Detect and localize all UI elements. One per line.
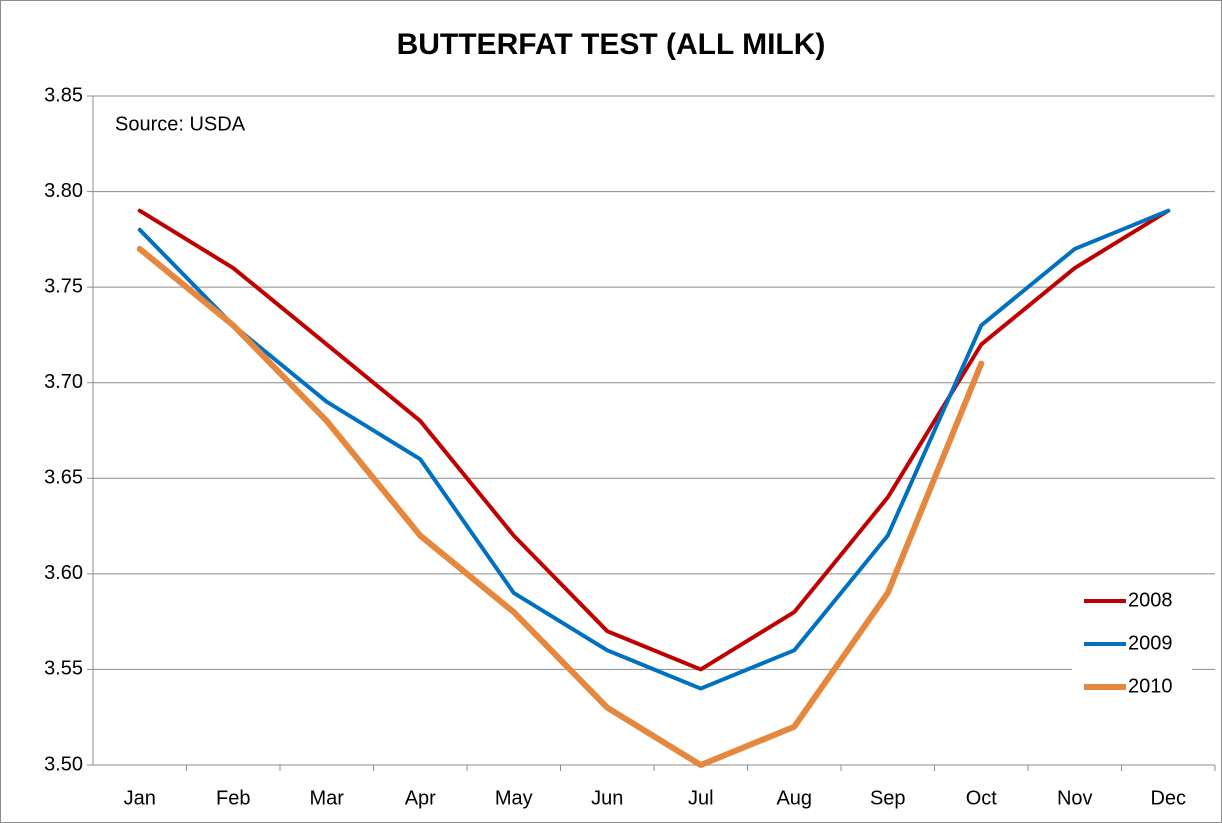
x-tick-label: Apr — [405, 787, 436, 809]
legend-label: 2010 — [1128, 675, 1173, 697]
x-tick-label: Jun — [591, 787, 623, 809]
y-tick-label: 3.50 — [44, 753, 83, 775]
chart-title: BUTTERFAT TEST (ALL MILK) — [397, 28, 826, 61]
y-tick-label: 3.60 — [44, 562, 83, 584]
x-tick-label: Jan — [124, 787, 156, 809]
y-tick-label: 3.55 — [44, 658, 83, 680]
series-line — [137, 208, 1171, 691]
y-tick-label: 3.85 — [44, 84, 83, 106]
x-tick-label: Feb — [216, 787, 250, 809]
x-tick-label: Jul — [688, 787, 714, 809]
y-tick-label: 3.65 — [44, 467, 83, 489]
x-tick-label: Nov — [1057, 787, 1093, 809]
annotation: Source: USDA — [115, 113, 246, 135]
legend-label: 2008 — [1128, 589, 1173, 611]
x-tick-label: May — [495, 787, 533, 809]
y-tick-label: 3.75 — [44, 275, 83, 297]
series-line — [136, 245, 985, 768]
x-tick-label: Aug — [776, 787, 812, 809]
x-tick-label: Dec — [1150, 787, 1186, 809]
x-tick-label: Mar — [310, 787, 345, 809]
x-tick-label: Sep — [870, 787, 906, 809]
y-tick-label: 3.70 — [44, 371, 83, 393]
y-tick-label: 3.80 — [44, 180, 83, 202]
series-line — [137, 208, 1171, 672]
x-tick-label: Oct — [966, 787, 998, 809]
legend-label: 2009 — [1128, 632, 1173, 654]
